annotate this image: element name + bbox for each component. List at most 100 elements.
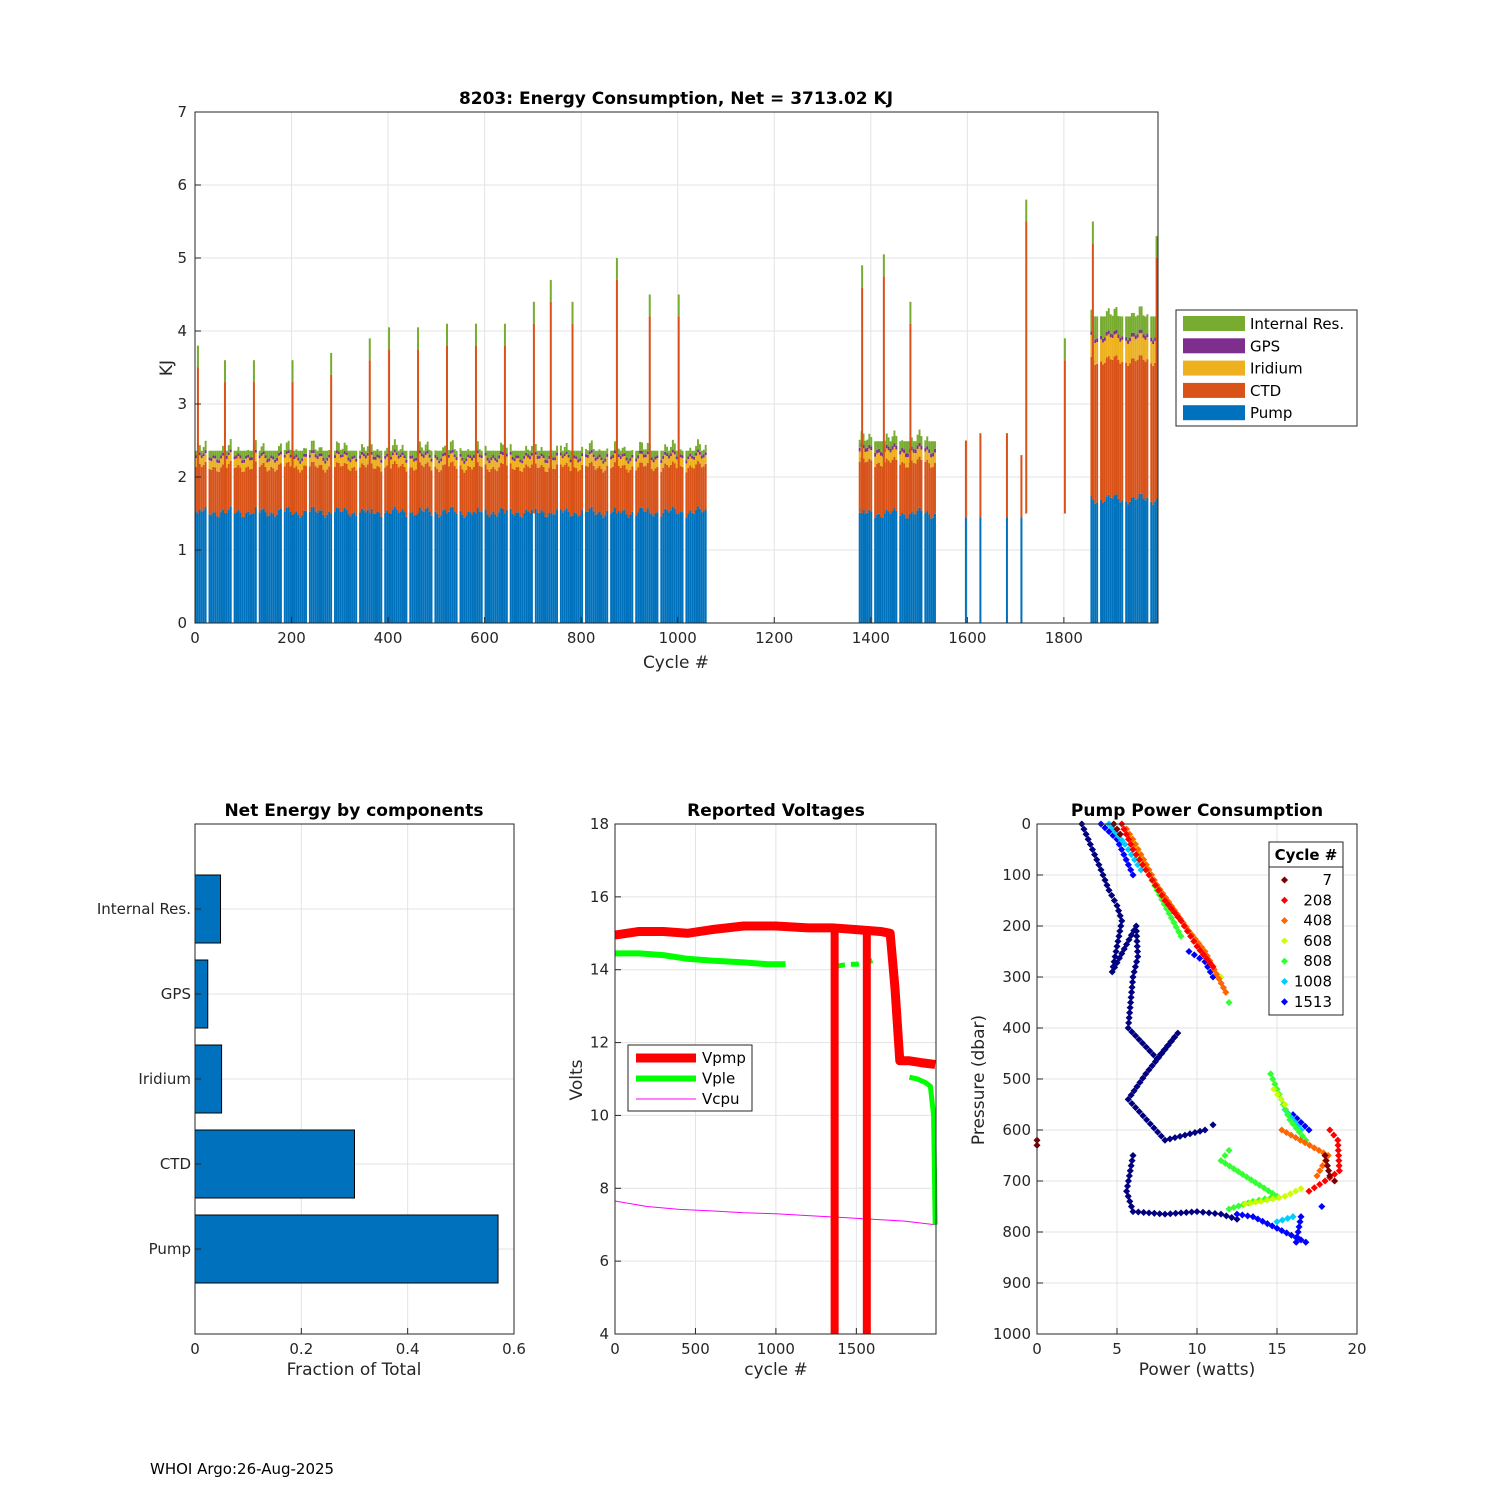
energy-bar-pump <box>1146 497 1149 623</box>
energy-bar-internal <box>912 441 915 450</box>
energy-bar-pump <box>934 513 936 623</box>
energy-bar-gps <box>287 450 290 454</box>
energy-bar-pump <box>264 512 267 623</box>
voltages-lines <box>614 921 938 1334</box>
energy-legend-label: Pump <box>1250 404 1292 422</box>
energy-bar-iridium <box>409 458 412 468</box>
energy-bar-ctd <box>274 471 277 517</box>
energy-bar-ctd <box>916 459 919 511</box>
energy-bar-ctd <box>204 461 207 508</box>
energy-bar-pump <box>424 508 427 623</box>
energy-bar-internal <box>390 450 392 457</box>
energy-bar-iridium <box>500 454 503 463</box>
energy-bar-ctd <box>509 463 512 509</box>
energy-bar-internal <box>664 444 667 452</box>
energy-bar-ctd <box>1129 363 1131 502</box>
energy-bar-internal <box>1103 316 1106 338</box>
energy-spike-ctd <box>615 279 618 514</box>
energy-bar-internal <box>505 447 508 454</box>
energy-bar-gps <box>498 455 501 459</box>
energy-bar-iridium <box>879 455 882 466</box>
energy-bar-internal <box>629 450 632 459</box>
energy-bar-ctd <box>1125 362 1128 502</box>
energy-bar-gps <box>610 456 613 460</box>
energy-bar-internal <box>519 450 522 460</box>
energy-bar-ctd <box>585 465 587 512</box>
energy-bar-pump <box>353 512 356 623</box>
energy-bar-gps <box>270 455 273 459</box>
energy-bar-iridium <box>318 456 321 466</box>
energy-spike-internal <box>615 258 618 280</box>
energy-bar-iridium <box>924 451 927 462</box>
energy-bar-internal <box>249 450 251 458</box>
energy-bar-internal <box>195 450 197 456</box>
energy-bar-iridium <box>905 457 907 468</box>
voltages-ytick-label: 8 <box>599 1179 609 1197</box>
energy-bar-ctd <box>895 459 898 511</box>
energy-bar-iridium <box>675 459 678 469</box>
energy-bar-pump <box>677 514 680 623</box>
energy-bar-internal <box>208 450 211 458</box>
energy-bar-ctd <box>239 467 242 513</box>
energy-bar-gps <box>285 451 288 454</box>
energy-bar-pump <box>625 514 628 623</box>
energy-bar-gps <box>444 452 447 456</box>
energy-bar-pump <box>571 515 574 623</box>
energy-bar-pump <box>204 507 207 623</box>
energy-bar-iridium <box>351 459 354 468</box>
energy-bar-internal <box>314 449 317 455</box>
energy-bar-ctd <box>876 463 879 515</box>
energy-bar-iridium <box>602 463 605 473</box>
energy-bar-pump <box>536 512 539 623</box>
energy-bar-internal <box>602 450 605 461</box>
energy-bar-internal <box>579 450 582 459</box>
voltages-ytick-label: 6 <box>599 1252 609 1270</box>
energy-bar-gps <box>695 452 698 456</box>
energy-bar-ctd <box>1142 359 1145 499</box>
energy-bar-internal <box>513 450 516 459</box>
voltages-title: Reported Voltages <box>687 801 865 821</box>
energy-bar-internal <box>386 447 389 454</box>
energy-bar-internal <box>463 450 466 461</box>
energy-xtick-label: 200 <box>277 629 306 647</box>
energy-bar-pump <box>602 517 605 623</box>
energy-bar-pump <box>1119 502 1122 623</box>
energy-bar-ctd <box>386 465 389 511</box>
energy-bar-internal <box>1119 316 1122 339</box>
energy-spike-ctd <box>446 345 449 514</box>
energy-bar-ctd <box>662 467 665 513</box>
energy-bar-ctd <box>303 465 306 511</box>
energy-bar-iridium <box>899 454 902 465</box>
energy-bar-gps <box>473 455 475 458</box>
energy-bar-gps <box>932 452 935 457</box>
energy-bar-internal <box>1109 314 1112 334</box>
energy-bar-pump <box>666 510 669 623</box>
energy-bar-iridium <box>554 460 557 470</box>
energy-spike-ctd <box>571 323 574 514</box>
energy-bar-gps <box>478 454 481 458</box>
energy-bar-internal <box>878 441 880 449</box>
energy-bar-gps <box>693 456 696 460</box>
energy-bar-pump <box>550 511 553 623</box>
energy-bar-ctd <box>293 467 296 514</box>
energy-bar-internal <box>1115 306 1118 330</box>
energy-bar-iridium <box>278 455 280 465</box>
energy-bar-internal <box>1105 311 1108 332</box>
energy-bar-ctd <box>596 468 599 514</box>
energy-bar-ctd <box>318 465 321 511</box>
energy-bar-iridium <box>287 453 290 462</box>
energy-bar-gps <box>436 457 439 460</box>
energy-bar-gps <box>612 455 614 458</box>
energy-bar-iridium <box>345 455 348 465</box>
pump-power-xtick-label: 15 <box>1267 1340 1286 1358</box>
energy-spike-internal <box>677 294 680 317</box>
energy-bar-pump <box>447 511 450 623</box>
energy-bar-gps <box>241 460 244 464</box>
energy-bar-gps <box>569 459 572 463</box>
energy-bar-gps <box>233 456 236 460</box>
energy-bar-iridium <box>214 458 217 468</box>
energy-bar-internal <box>262 443 265 452</box>
energy-bar-pump <box>542 512 545 623</box>
energy-bar-iridium <box>465 461 468 470</box>
energy-bar-ctd <box>668 467 670 513</box>
